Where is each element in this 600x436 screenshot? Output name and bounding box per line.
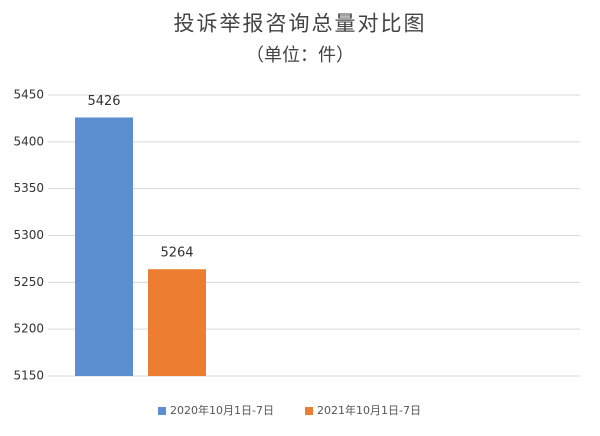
- y-tick-label: 5450: [13, 88, 44, 102]
- legend-label: 2020年10月1日-7日: [170, 403, 274, 417]
- y-tick-label: 5250: [13, 275, 44, 289]
- data-label: 5426: [87, 94, 120, 109]
- legend-label: 2021年10月1日-7日: [317, 403, 421, 417]
- y-tick-label: 5400: [13, 134, 44, 148]
- legend-swatch: [158, 407, 166, 415]
- bar: [148, 269, 206, 376]
- bar: [75, 117, 133, 376]
- y-tick-label: 5200: [13, 322, 44, 336]
- chart-subtitle: （单位：件）: [246, 45, 354, 66]
- y-tick-label: 5300: [13, 228, 44, 242]
- y-tick-label: 5150: [13, 369, 44, 383]
- data-label: 5264: [160, 246, 193, 261]
- legend-swatch: [305, 407, 313, 415]
- chart-title: 投诉举报咨询总量对比图: [174, 12, 427, 36]
- y-tick-label: 5350: [13, 181, 44, 195]
